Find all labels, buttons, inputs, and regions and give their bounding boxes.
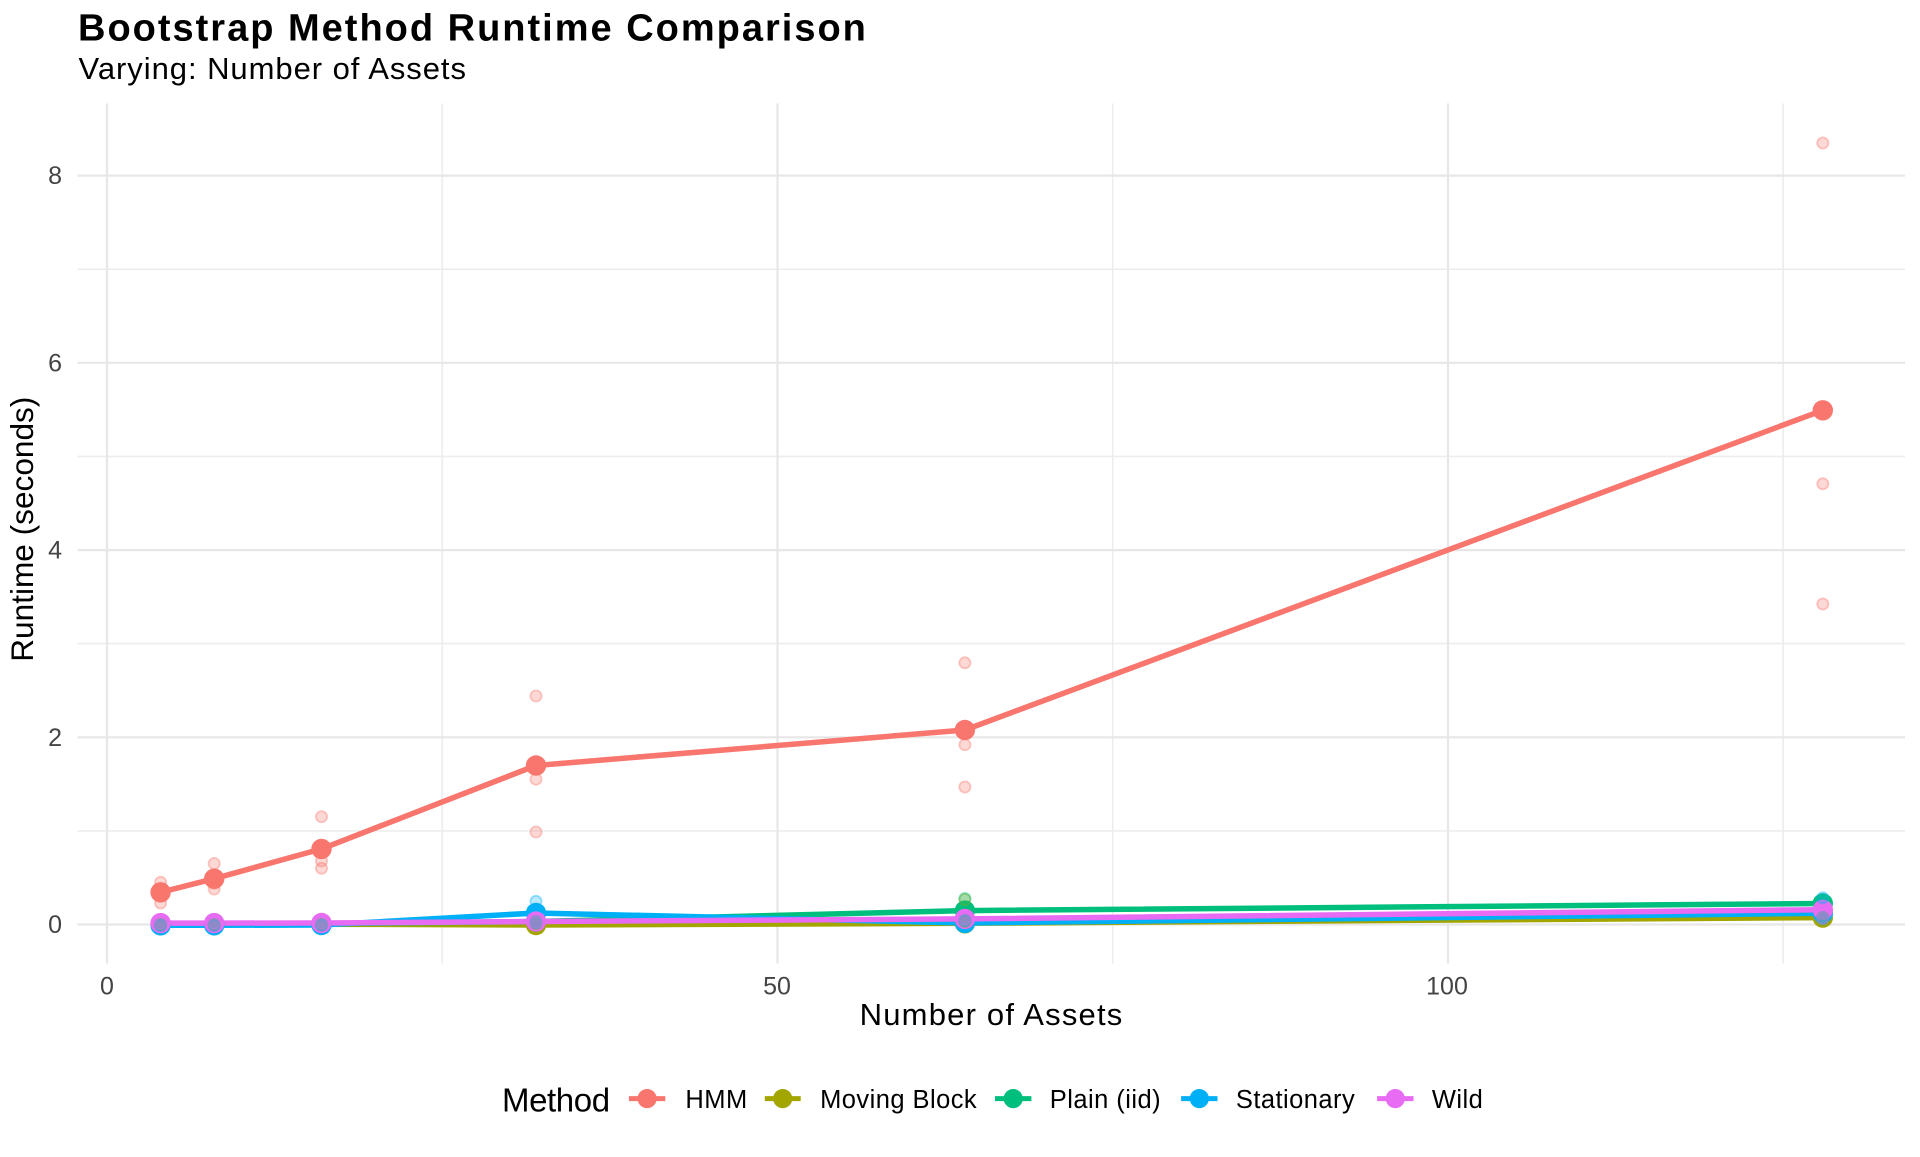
svg-text:2: 2 xyxy=(48,724,62,752)
svg-text:Stationary: Stationary xyxy=(1236,1086,1355,1114)
svg-text:Bootstrap Method Runtime Compa: Bootstrap Method Runtime Comparison xyxy=(78,8,868,50)
svg-text:Varying: Number of Assets: Varying: Number of Assets xyxy=(79,51,467,86)
svg-text:Number of Assets: Number of Assets xyxy=(860,997,1124,1032)
svg-text:Method: Method xyxy=(502,1082,610,1119)
svg-text:Runtime (seconds): Runtime (seconds) xyxy=(4,397,40,662)
svg-text:8: 8 xyxy=(48,162,62,190)
svg-text:HMM: HMM xyxy=(685,1086,747,1114)
svg-text:100: 100 xyxy=(1426,973,1468,1001)
svg-text:0: 0 xyxy=(100,973,114,1001)
svg-text:0: 0 xyxy=(48,911,62,939)
svg-text:6: 6 xyxy=(48,349,62,377)
svg-text:50: 50 xyxy=(763,973,791,1001)
svg-text:Moving Block: Moving Block xyxy=(820,1086,977,1114)
svg-text:Plain (iid): Plain (iid) xyxy=(1050,1086,1161,1114)
svg-text:4: 4 xyxy=(48,537,62,565)
svg-text:Wild: Wild xyxy=(1432,1086,1483,1114)
